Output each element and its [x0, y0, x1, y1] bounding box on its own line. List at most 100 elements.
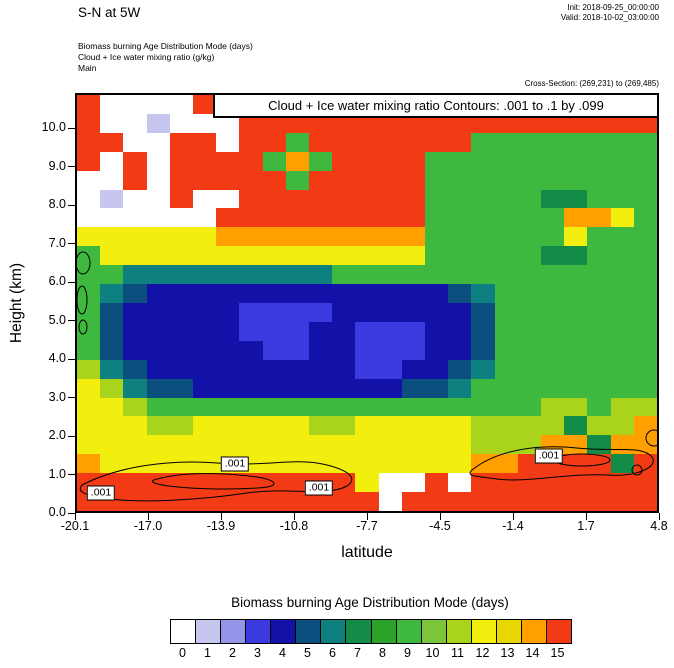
heatmap-cell [541, 492, 565, 511]
heatmap-cell [633, 113, 657, 134]
heatmap-cell [425, 435, 449, 455]
heatmap-cell [193, 227, 217, 247]
heatmap-cell [541, 303, 565, 323]
heatmap-cell [355, 321, 380, 342]
heatmap-cell [169, 95, 194, 115]
heatmap-cell [610, 284, 635, 304]
heatmap-cell [448, 265, 473, 285]
heatmap-cell [123, 227, 148, 247]
heatmap-cell [587, 397, 612, 418]
heatmap-cell [77, 132, 101, 153]
heatmap-cell [146, 189, 171, 210]
heatmap-cell [216, 397, 241, 418]
heatmap-cell [285, 435, 310, 455]
heatmap-cell [169, 321, 194, 342]
colorbar-swatch [545, 620, 571, 643]
heatmap-cell [471, 378, 496, 399]
heatmap-cell [285, 359, 310, 380]
heatmap-cell [355, 151, 380, 172]
heatmap-cell [401, 189, 426, 210]
heatmap-cell [494, 113, 519, 134]
colorbar-swatch [495, 620, 521, 643]
contour-line [78, 319, 88, 335]
colorbar-label: 3 [254, 646, 261, 660]
heatmap-cell [262, 378, 287, 399]
heatmap-cell [494, 208, 519, 229]
heatmap-cell [517, 246, 542, 266]
colorbar-swatch [220, 620, 246, 643]
heatmap-cell [309, 492, 333, 511]
heatmap-cell [587, 265, 612, 285]
colorbar-swatch [370, 620, 396, 643]
heatmap-cell [378, 416, 403, 437]
heatmap-cell [494, 321, 519, 342]
heatmap-cell [123, 416, 148, 437]
heatmap-cell [146, 435, 171, 455]
heatmap-cell [633, 378, 657, 399]
heatmap-cell [100, 435, 125, 455]
heatmap-cell [378, 151, 403, 172]
heatmap-cell [216, 113, 241, 134]
heatmap-cell [146, 321, 171, 342]
y-tick-label: 6.0 [48, 274, 66, 288]
heatmap-cell [448, 151, 473, 172]
colorbar-label: 11 [451, 646, 464, 660]
heatmap-cell [332, 113, 357, 134]
heatmap-cell [216, 284, 241, 304]
heatmap-cell [285, 340, 310, 361]
heatmap-cell [633, 359, 657, 380]
heatmap-cell [355, 454, 380, 474]
heatmap-cell [564, 284, 589, 304]
heatmap-cell [100, 303, 125, 323]
heatmap-cell [564, 397, 589, 418]
heatmap-cell [587, 208, 612, 229]
heatmap-cell [262, 340, 287, 361]
heatmap-cell [425, 378, 449, 399]
heatmap-cell [517, 303, 542, 323]
y-tick-label: 2.0 [48, 428, 66, 442]
heatmap-cell [123, 321, 148, 342]
heatmap-cell [100, 246, 125, 266]
heatmap-cell [332, 473, 357, 493]
heatmap-cell [425, 265, 449, 285]
colorbar-label: 15 [550, 646, 565, 660]
heatmap-cell [517, 170, 542, 191]
heatmap-cell [355, 378, 380, 399]
colorbar-label: 4 [279, 646, 286, 660]
heatmap-cell [309, 132, 333, 153]
heatmap-cell [355, 208, 380, 229]
heatmap-cell [541, 378, 565, 399]
heatmap-cell [100, 132, 125, 153]
y-axis-tick [68, 435, 75, 437]
heatmap-cell [401, 359, 426, 380]
heatmap-cell [146, 397, 171, 418]
heatmap-cell [193, 359, 217, 380]
heatmap-cell [494, 303, 519, 323]
colorbar-swatch [395, 620, 421, 643]
heatmap-cell [401, 113, 426, 134]
heatmap-cell [309, 416, 333, 437]
colorbar-swatch [245, 620, 271, 643]
heatmap-cell [169, 492, 194, 511]
heatmap-cell [355, 492, 380, 511]
heatmap-cell [541, 113, 565, 134]
heatmap-cell [494, 284, 519, 304]
heatmap-cell [448, 397, 473, 418]
heatmap-cell [448, 492, 473, 511]
heatmap-cell [123, 170, 148, 191]
heatmap-cell [378, 340, 403, 361]
heatmap-cell [378, 208, 403, 229]
heatmap-cell [100, 265, 125, 285]
heatmap-cell [123, 208, 148, 229]
heatmap-cell [123, 265, 148, 285]
heatmap-cell [425, 284, 449, 304]
heatmap-cell [332, 284, 357, 304]
y-tick-label: 0.0 [48, 505, 66, 519]
heatmap-cell [332, 132, 357, 153]
heatmap-cell [448, 321, 473, 342]
heatmap-cell [239, 416, 264, 437]
heatmap-cell [146, 227, 171, 247]
colorbar-label: 0 [179, 646, 186, 660]
heatmap-cell [633, 189, 657, 210]
heatmap-cell [401, 321, 426, 342]
